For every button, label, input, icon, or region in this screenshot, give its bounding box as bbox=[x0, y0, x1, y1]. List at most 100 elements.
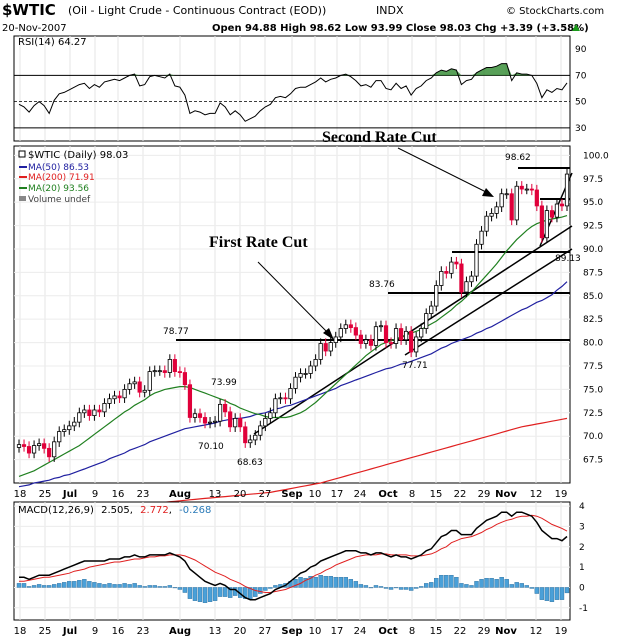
macd-histogram-bar bbox=[388, 587, 394, 590]
x-tick-label-bottom: Jul bbox=[62, 626, 77, 637]
candle bbox=[253, 434, 258, 441]
macd-legend-signal: 2.772 bbox=[140, 505, 169, 516]
candle bbox=[479, 230, 484, 245]
candle bbox=[42, 443, 47, 449]
macd-histogram-bar bbox=[248, 587, 253, 599]
macd-histogram-bar bbox=[539, 587, 545, 600]
macd-histogram-bar bbox=[26, 586, 32, 588]
price-label-oct-low: 77.71 bbox=[402, 361, 428, 371]
macd-legend: MACD(12,26,9) 2.505, 2.772, -0.268 bbox=[18, 505, 211, 516]
macd-histogram-bar bbox=[353, 581, 359, 588]
macd-histogram-bar bbox=[268, 587, 273, 589]
price-label-high: 98.62 bbox=[505, 153, 531, 163]
candle bbox=[529, 188, 534, 191]
macd-histogram-bar bbox=[127, 584, 132, 588]
candle bbox=[474, 243, 479, 277]
candle bbox=[298, 373, 303, 378]
candle bbox=[218, 403, 223, 422]
candle bbox=[398, 328, 404, 341]
rsi-line bbox=[18, 63, 568, 122]
x-tick-label-bottom: Aug bbox=[169, 626, 191, 637]
macd-histogram-bar bbox=[46, 585, 52, 588]
candle bbox=[182, 372, 188, 386]
macd-histogram-bar bbox=[112, 584, 117, 588]
candle bbox=[177, 371, 182, 374]
macd-histogram bbox=[16, 575, 570, 603]
candle bbox=[549, 210, 555, 218]
legend-ma20: MA(20) 93.56 bbox=[28, 184, 89, 194]
x-tick-label: Jul bbox=[62, 489, 77, 500]
macd-histogram-bar bbox=[499, 577, 504, 588]
macd-histogram-bar bbox=[16, 583, 22, 588]
chart-symbol: $WTIC bbox=[2, 1, 56, 19]
candle bbox=[283, 397, 288, 400]
macd-tick-label: 0 bbox=[579, 583, 585, 593]
macd-histogram-bar bbox=[62, 582, 67, 588]
candle bbox=[223, 403, 228, 413]
macd-histogram-bar bbox=[444, 575, 449, 588]
candle bbox=[167, 359, 172, 373]
candle bbox=[52, 441, 57, 458]
candle bbox=[238, 418, 243, 428]
candle bbox=[348, 324, 353, 329]
macd-histogram-bar bbox=[303, 578, 308, 588]
candle bbox=[72, 421, 77, 427]
candle bbox=[37, 443, 42, 446]
macd-histogram-bar bbox=[258, 587, 263, 594]
candle bbox=[248, 439, 253, 444]
candle bbox=[509, 193, 514, 221]
macd-histogram-bar bbox=[454, 577, 459, 588]
x-tick-label: 17 bbox=[331, 489, 344, 500]
candle bbox=[187, 384, 193, 418]
macd-histogram-bar bbox=[72, 581, 77, 588]
macd-histogram-bar bbox=[82, 579, 87, 588]
macd-histogram-bar bbox=[132, 583, 137, 588]
candle bbox=[554, 203, 560, 218]
macd-histogram-bar bbox=[77, 580, 82, 588]
x-tick-label: 29 bbox=[478, 489, 491, 500]
x-tick-label: 19 bbox=[555, 489, 568, 500]
macd-histogram-bar bbox=[564, 587, 570, 594]
legend-volume: Volume undef bbox=[28, 195, 91, 205]
x-tick-label-bottom: 29 bbox=[478, 626, 491, 637]
x-tick-label-bottom: 17 bbox=[331, 626, 344, 637]
macd-histogram-bar bbox=[338, 577, 343, 588]
macd-histogram-bar bbox=[474, 581, 479, 588]
x-tick-label-bottom: 15 bbox=[430, 626, 443, 637]
candle bbox=[504, 193, 509, 196]
candle bbox=[16, 444, 22, 448]
price-tick-label: 97.5 bbox=[583, 175, 603, 185]
macd-histogram-bar bbox=[142, 586, 147, 588]
macd-histogram-bar bbox=[107, 583, 112, 588]
x-tick-label: 27 bbox=[259, 489, 272, 500]
candle bbox=[122, 388, 127, 399]
candle bbox=[107, 398, 112, 404]
candle bbox=[192, 413, 198, 418]
macd-legend-name: MACD(12,26,9) bbox=[18, 505, 94, 516]
x-tick-label-bottom: 13 bbox=[209, 626, 222, 637]
first-rate-cut-annotation: First Rate Cut bbox=[209, 234, 308, 251]
x-tick-label: 24 bbox=[354, 489, 367, 500]
candlesticks bbox=[16, 168, 570, 462]
candle bbox=[162, 370, 167, 373]
macd-histogram-bar bbox=[253, 587, 258, 597]
candle bbox=[444, 271, 449, 274]
x-tick-label-bottom: 20 bbox=[234, 626, 247, 637]
candle bbox=[157, 370, 162, 373]
macd-histogram-bar bbox=[504, 579, 509, 588]
macd-histogram-bar bbox=[524, 585, 529, 588]
price-label-jul-high: 78.77 bbox=[163, 327, 189, 337]
candle bbox=[92, 409, 97, 417]
candle bbox=[353, 327, 358, 336]
x-tick-label-bottom: 23 bbox=[137, 626, 150, 637]
candle bbox=[464, 281, 469, 293]
price-label-aug-low: 68.63 bbox=[237, 458, 263, 468]
macd-histogram-bar bbox=[217, 587, 223, 597]
price-tick-label: 95.0 bbox=[583, 198, 603, 208]
candle bbox=[102, 403, 107, 413]
macd-histogram-bar bbox=[36, 584, 42, 588]
ma20-line bbox=[18, 215, 568, 477]
macd-histogram-bar bbox=[313, 577, 318, 588]
candle bbox=[137, 381, 142, 393]
